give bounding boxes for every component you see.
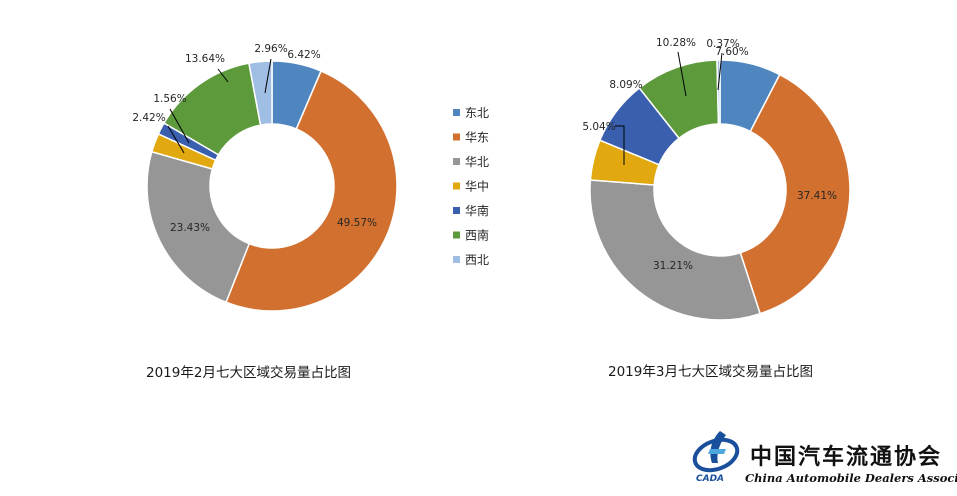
data-label-华东: 37.41% <box>797 190 837 202</box>
legend-swatch-西南 <box>453 231 460 239</box>
leader-line-华中 <box>615 125 625 165</box>
legend-swatch-华中 <box>453 182 460 190</box>
slice-华北 <box>146 150 251 304</box>
cada-emblem-icon <box>692 431 740 473</box>
legend-swatch-东北 <box>453 109 460 116</box>
chart-title-mar: 2019年3月七大区域交易量占比图 <box>608 364 813 380</box>
data-label-华南: 1.56% <box>153 93 186 105</box>
legend-label-东北: 东北 <box>465 106 489 120</box>
slice-西北 <box>248 60 273 126</box>
chart-title-feb: 2019年2月七大区域交易量占比图 <box>146 365 351 381</box>
leader-line-华中 <box>167 125 185 154</box>
logo-abbr: CADA <box>696 474 725 484</box>
legend-swatch-华南 <box>453 207 460 214</box>
data-label-西北: 2.96% <box>254 43 287 55</box>
legend-label-华北: 华北 <box>465 155 489 169</box>
legend-swatch-华东 <box>453 133 460 141</box>
data-label-东北: 7.60% <box>715 46 748 58</box>
data-label-华中: 5.04% <box>582 121 615 133</box>
leader-line-西北 <box>264 58 272 94</box>
legend-swatch-华北 <box>453 158 460 165</box>
cada-logo: 中国汽车流通协会 China Automobile Dealers Associ… <box>690 425 957 493</box>
data-label-西南: 10.28% <box>656 37 696 49</box>
data-label-华南: 8.09% <box>609 79 642 91</box>
logo-name-cn: 中国汽车流通协会 <box>750 444 943 470</box>
leader-line-西南 <box>217 68 229 83</box>
legend-label-华南: 华南 <box>465 203 489 218</box>
legend-label-华中: 华中 <box>465 179 489 194</box>
donut-chart-feb: 6.42% 49.57% 23.43% 2.42% 1.56% 13.64% 2.96% <box>132 43 398 312</box>
data-label-华北: 31.21% <box>653 260 693 272</box>
leader-line-西南 <box>677 51 687 97</box>
legend-label-华东: 华东 <box>465 131 489 145</box>
slice-华北 <box>589 179 762 321</box>
donut-chart-mar: 7.60% 37.41% 31.21% 5.04% 8.09% 10.28% 0.37% <box>582 37 851 321</box>
leader-line-西北 <box>717 52 723 91</box>
data-label-西北: 0.37% <box>706 38 739 50</box>
slice-华东 <box>739 73 851 315</box>
leader-line-华南 <box>169 108 190 144</box>
data-label-东北: 6.42% <box>287 49 320 61</box>
slice-华东 <box>225 70 398 312</box>
data-label-华中: 2.42% <box>132 112 165 124</box>
legend-swatch-西北 <box>453 256 460 263</box>
data-label-华东: 49.57% <box>337 217 377 229</box>
data-label-华北: 23.43% <box>170 222 210 234</box>
legend-label-西南: 西南 <box>465 228 489 243</box>
logo-name-en: China Automobile Dealers Association <box>745 471 957 485</box>
data-label-西南: 13.64% <box>185 53 225 65</box>
legend-label-西北: 西北 <box>465 253 489 267</box>
